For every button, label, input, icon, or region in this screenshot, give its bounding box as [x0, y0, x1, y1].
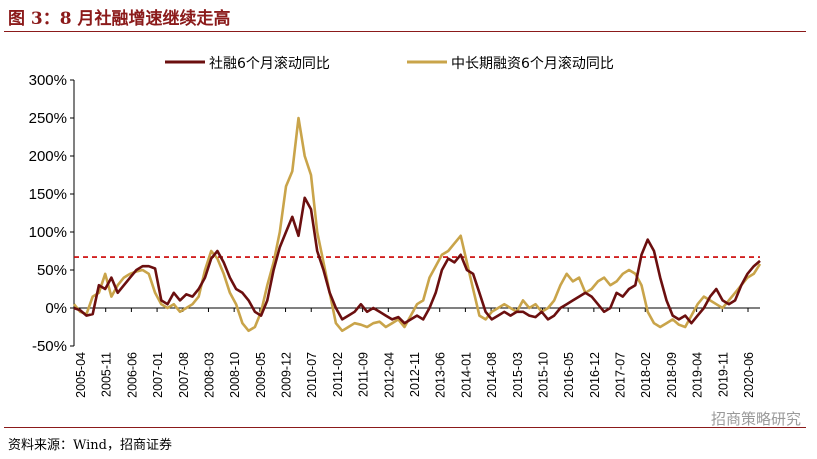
x-tick-label: 2019-04 — [691, 352, 705, 398]
x-tick-label: 2016-05 — [562, 352, 576, 398]
x-tick-label: 2009-12 — [280, 352, 294, 398]
x-tick-label: 2011-09 — [357, 352, 371, 397]
legend-label-series-2: 中长期融资6个月滚动同比 — [451, 55, 614, 72]
y-axis: -50% 0% 50% 100% 150% 200% 250% 300% — [29, 72, 75, 355]
x-tick-label: 2019-11 — [716, 352, 730, 397]
y-tick-label: 0% — [45, 300, 67, 317]
y-tick-label: 50% — [37, 262, 67, 279]
title-rule — [4, 31, 806, 32]
x-tick-label: 2007-08 — [177, 352, 191, 398]
x-tick-label: 2014-08 — [485, 352, 499, 398]
x-tick-label: 2009-05 — [254, 352, 268, 398]
x-tick-label: 2018-02 — [639, 352, 653, 398]
x-tick-label: 2012-11 — [408, 352, 422, 397]
x-tick-label: 2020-06 — [742, 352, 756, 398]
x-tick-label: 2014-01 — [459, 352, 473, 398]
x-tick-label: 2013-06 — [434, 352, 448, 398]
x-tick-label: 2008-10 — [228, 352, 242, 398]
x-tick-label: 2015-03 — [511, 352, 525, 398]
x-tick-label: 2007-01 — [151, 352, 165, 398]
x-tick-label: 2017-07 — [614, 352, 628, 398]
y-tick-label: -50% — [32, 338, 67, 355]
source-rule — [4, 427, 806, 428]
y-tick-label: 250% — [29, 110, 67, 127]
x-tick-label: 2012-04 — [382, 352, 396, 398]
x-tick-label: 2005-11 — [100, 352, 114, 397]
series-line-2 — [72, 116, 762, 333]
plot-area — [72, 116, 762, 333]
x-tick-label: 2010-07 — [305, 352, 319, 398]
y-tick-label: 200% — [29, 148, 67, 165]
y-tick-label: 150% — [29, 186, 67, 203]
figure-title: 图 3：8 月社融增速继续走高 — [8, 9, 231, 29]
legend-label-series-1: 社融6个月滚动同比 — [209, 55, 330, 72]
x-tick-label: 2006-06 — [125, 352, 139, 398]
y-tick-label: 300% — [29, 72, 67, 89]
x-tick-label: 2005-04 — [74, 352, 88, 398]
x-tick-label: 2018-09 — [665, 352, 679, 398]
legend: 社融6个月滚动同比 中长期融资6个月滚动同比 — [165, 55, 614, 72]
x-tick-label: 2016-12 — [588, 352, 602, 398]
x-tick-label: 2011-02 — [331, 352, 345, 397]
x-tick-label: 2008-03 — [202, 352, 216, 398]
x-axis: 2005-04 2005-11 2006-06 2007-01 2007-08 2008-… — [74, 307, 760, 398]
watermark: 招商策略研究 — [710, 410, 801, 428]
y-tick-label: 100% — [29, 224, 67, 241]
x-tick-label: 2015-10 — [536, 352, 550, 398]
source-note: 资料来源：Wind，招商证券 — [8, 438, 172, 453]
series-line-1 — [73, 196, 761, 325]
